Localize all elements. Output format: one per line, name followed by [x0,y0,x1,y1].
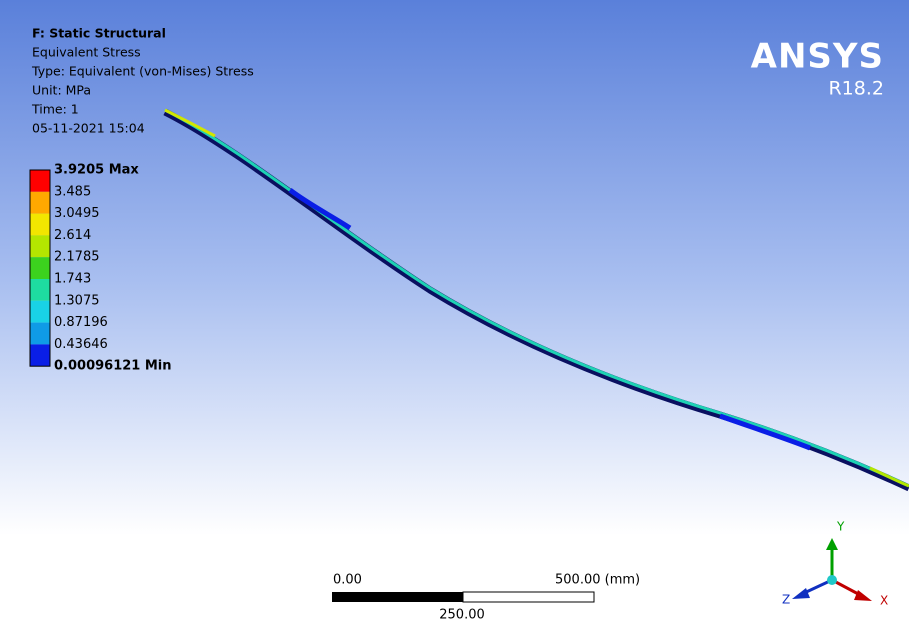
legend-swatch [30,323,50,345]
scale-end: 500.00 (mm) [555,573,640,588]
legend-label: 0.43646 [54,337,108,352]
header-line: 05-11-2021 15:04 [32,121,145,136]
header-line: Unit: MPa [32,83,91,98]
header-line: Time: 1 [31,102,79,117]
legend-label: 0.00096121 Min [54,359,172,374]
axis-y: Y [836,520,845,534]
legend-label: 1.3075 [54,293,100,308]
viewport: F: Static Structural Equivalent Stress Ty… [0,0,909,630]
legend-label: 3.0495 [54,206,100,221]
legend-swatch [30,301,50,323]
legend-label: 2.614 [54,228,91,243]
legend-swatch [30,192,50,214]
legend-swatch [30,235,50,257]
legend-swatch [30,257,50,279]
legend-label: 3.9205 Max [54,163,139,178]
legend-swatch [30,214,50,236]
axis-z: Z [782,593,790,607]
axis-x: X [880,594,888,608]
scale-start: 0.00 [333,573,362,588]
legend-label: 3.485 [54,184,91,199]
logo: ANSYS [751,37,884,77]
header-line: Equivalent Stress [32,45,141,60]
legend-swatch [30,279,50,301]
legend-swatch [30,170,50,192]
legend-label: 0.87196 [54,315,108,330]
header-title: F: Static Structural [32,26,166,41]
legend-label: 2.1785 [54,250,100,265]
scale-middle: 250.00 [439,608,485,623]
background [0,0,909,630]
legend-swatch [30,344,50,366]
logo-version: R18.2 [828,78,884,100]
header-line: Type: Equivalent (von-Mises) Stress [31,64,254,79]
legend-label: 1.743 [54,272,91,287]
